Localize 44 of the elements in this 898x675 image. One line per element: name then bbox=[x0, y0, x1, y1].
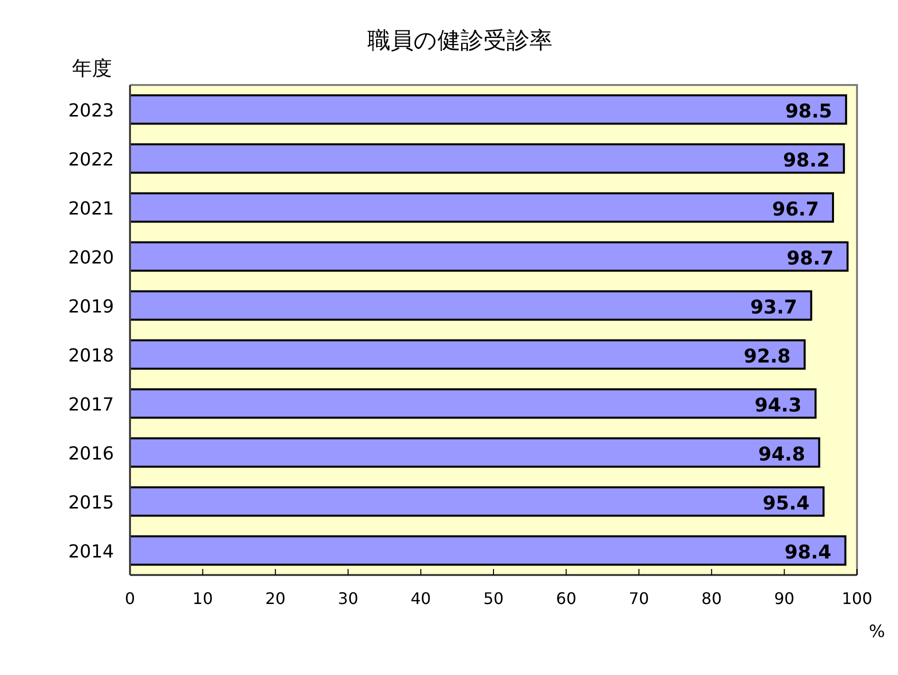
x-tick-label: 0 bbox=[124, 589, 136, 608]
bar bbox=[129, 486, 825, 517]
bar bbox=[129, 437, 820, 468]
y-tick-label: 2017 bbox=[68, 394, 114, 416]
data-label: 98.5 bbox=[785, 100, 832, 122]
x-tick-label: 60 bbox=[556, 589, 576, 608]
bar bbox=[129, 192, 834, 223]
data-label: 98.2 bbox=[783, 150, 830, 172]
x-tick-label: 90 bbox=[774, 589, 794, 608]
data-label: 96.7 bbox=[772, 198, 820, 220]
x-tick-label: 70 bbox=[628, 589, 650, 608]
data-label: 98.4 bbox=[784, 542, 832, 564]
bar bbox=[129, 535, 846, 566]
y-axis-title: 年度 bbox=[72, 56, 112, 80]
data-label: 95.4 bbox=[762, 492, 810, 514]
y-tick-label: 2016 bbox=[68, 444, 114, 464]
x-tick-label: 40 bbox=[410, 589, 431, 608]
y-tick-label: 2014 bbox=[68, 542, 114, 562]
data-label: 94.8 bbox=[758, 444, 806, 466]
data-label: 94.3 bbox=[754, 394, 802, 416]
bar bbox=[129, 241, 849, 272]
y-tick-label: 2022 bbox=[68, 150, 114, 170]
x-axis-title: % bbox=[868, 622, 886, 642]
data-label: 92.8 bbox=[744, 346, 791, 368]
y-tick-label: 2015 bbox=[68, 492, 114, 514]
y-tick-label: 2023 bbox=[68, 100, 114, 122]
chart-title: 職員の健診受診率 bbox=[368, 28, 552, 54]
y-tick-label: 2021 bbox=[68, 198, 114, 220]
data-label: 98.7 bbox=[786, 248, 834, 270]
y-tick-label: 2019 bbox=[68, 296, 114, 318]
data-label: 93.7 bbox=[750, 296, 798, 318]
y-tick-label: 2020 bbox=[68, 248, 114, 268]
x-tick-label: 20 bbox=[265, 589, 286, 608]
x-tick-label: 100 bbox=[842, 589, 872, 608]
y-tick-label: 2018 bbox=[68, 346, 114, 366]
bar bbox=[129, 339, 806, 370]
x-tick-label: 50 bbox=[483, 589, 504, 608]
bar bbox=[129, 290, 812, 321]
x-tick-label: 80 bbox=[701, 589, 722, 608]
x-tick-label: 10 bbox=[192, 589, 213, 608]
x-tick-label: 30 bbox=[338, 589, 358, 608]
bar bbox=[129, 143, 845, 174]
bar bbox=[129, 94, 848, 125]
bar bbox=[129, 388, 817, 419]
